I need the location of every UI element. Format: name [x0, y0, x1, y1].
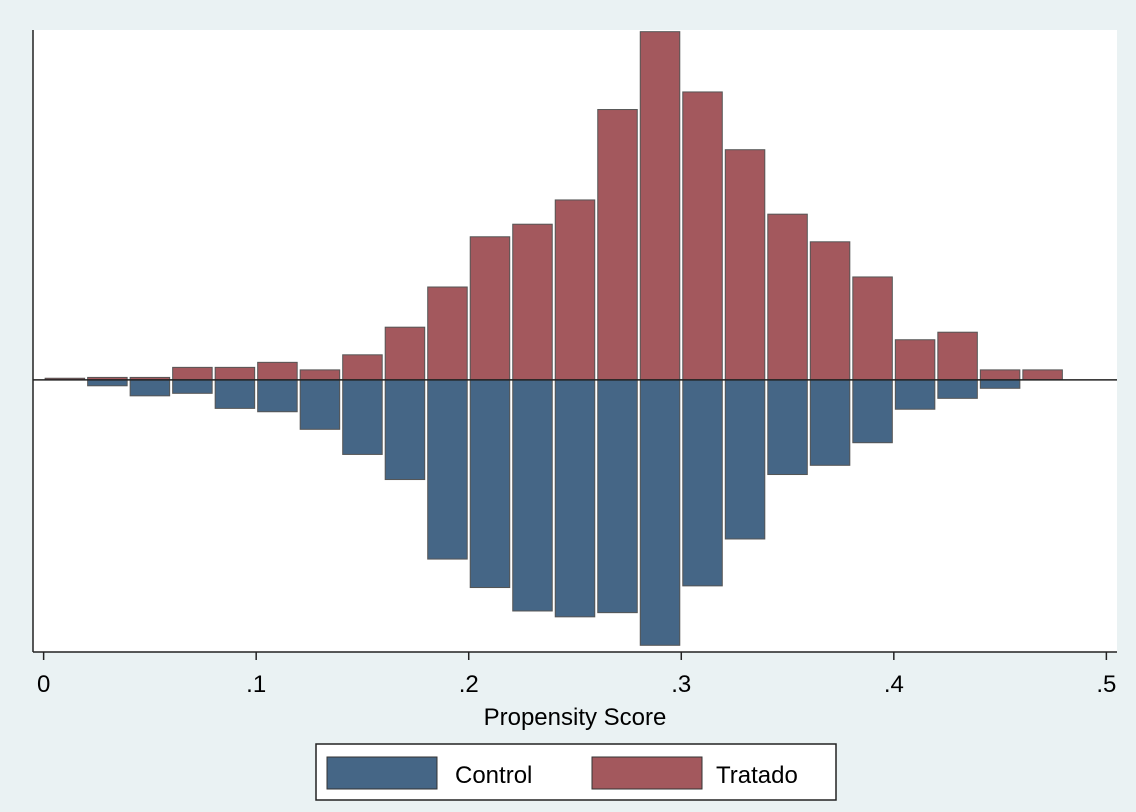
bar-control-16: [724, 379, 766, 540]
bar-tratado-13: [597, 109, 638, 381]
bar-control-1: [87, 379, 128, 387]
bar-control-13: [597, 379, 638, 614]
legend-label-control: Control: [455, 762, 532, 789]
bar-control-8: [384, 379, 426, 481]
bar-tratado-5: [257, 361, 298, 381]
bar-tratado-21: [937, 331, 978, 381]
bar-tratado-14: [639, 31, 681, 381]
bar-tratado-12: [554, 199, 596, 381]
legend-label-tratado: Tratado: [716, 762, 798, 789]
bar-tratado-16: [724, 149, 766, 381]
legend-swatch-control: [326, 756, 438, 790]
bar-tratado-22: [979, 369, 1021, 381]
x-tick-label-0: 0: [37, 671, 50, 698]
x-tick-label-1: .1: [246, 671, 266, 698]
bar-control-18: [809, 379, 851, 466]
bar-tratado-9: [427, 286, 468, 381]
bar-tratado-8: [384, 326, 426, 381]
bar-control-9: [427, 379, 468, 560]
bar-control-12: [554, 379, 596, 618]
bar-control-5: [257, 379, 298, 413]
bar-control-10: [469, 379, 511, 589]
bar-control-4: [214, 379, 256, 409]
bar-control-15: [682, 379, 723, 587]
x-ticks: 0 .1 .2 .3 .4 .5: [37, 652, 1116, 698]
bar-control-6: [299, 379, 341, 430]
bar-tratado-15: [682, 91, 723, 381]
legend: Control Tratado: [315, 743, 837, 801]
bars-layer: [44, 31, 1063, 646]
bar-control-17: [767, 379, 808, 476]
bar-tratado-20: [894, 339, 936, 381]
bar-tratado-23: [1022, 369, 1063, 381]
bar-control-3: [172, 379, 213, 394]
bar-control-19: [852, 379, 893, 444]
bar-control-14: [639, 379, 681, 646]
x-tick-label-2: .2: [459, 671, 479, 698]
bar-tratado-19: [852, 276, 893, 381]
x-tick-label-3: .3: [671, 671, 691, 698]
bar-tratado-7: [342, 354, 383, 381]
x-axis-title: Propensity Score: [484, 704, 667, 731]
legend-swatch-tratado: [591, 756, 703, 790]
bar-tratado-3: [172, 366, 213, 381]
bar-tratado-6: [299, 369, 341, 381]
bar-control-20: [894, 379, 936, 410]
bar-control-7: [342, 379, 383, 455]
bar-control-22: [979, 379, 1021, 389]
x-tick-label-5: .5: [1096, 671, 1116, 698]
bar-tratado-10: [469, 236, 511, 381]
bar-tratado-11: [512, 223, 553, 381]
bar-control-11: [512, 379, 553, 612]
bar-tratado-17: [767, 213, 808, 381]
bar-tratado-4: [214, 366, 256, 381]
x-tick-label-4: .4: [884, 671, 904, 698]
bar-control-21: [937, 379, 978, 399]
bar-tratado-18: [809, 241, 851, 381]
bar-control-2: [129, 379, 171, 397]
